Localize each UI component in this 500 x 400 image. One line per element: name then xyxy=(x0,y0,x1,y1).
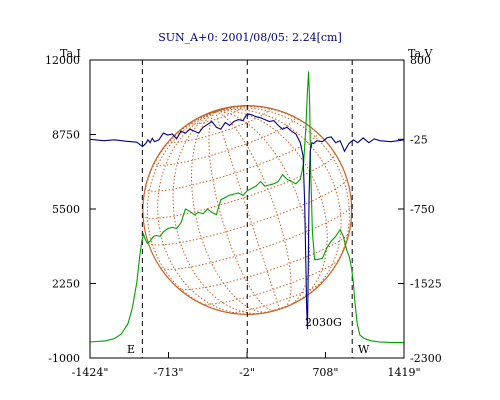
longitude-line xyxy=(215,107,350,280)
longitude-line xyxy=(146,111,225,313)
longitude-line xyxy=(172,111,265,314)
x-tick-label: 1419" xyxy=(387,366,420,379)
latitude-line xyxy=(142,152,336,219)
longitude-line xyxy=(157,111,255,315)
right-tick-label: -1525 xyxy=(410,278,442,291)
right-axis-label: Ta,V xyxy=(408,47,434,60)
right-tick-label: -2300 xyxy=(410,352,442,365)
x-tick-label: 708" xyxy=(312,366,338,379)
axis-ticks: 12000 8750 5500 2250 -1000 800 -25 -750 -1525 -23… xyxy=(45,54,442,379)
intensity-series-line xyxy=(89,71,405,344)
left-tick-label: 2250 xyxy=(52,278,80,291)
data-series xyxy=(89,71,405,344)
latitude-line xyxy=(177,232,350,290)
left-tick-label: 8750 xyxy=(52,129,80,142)
position-markers xyxy=(141,60,353,358)
left-tick-label: -1000 xyxy=(48,352,80,365)
latitude-line xyxy=(228,281,324,314)
left-axis-label: Ta,I xyxy=(60,47,81,60)
latitude-line xyxy=(153,116,296,166)
x-tick-label: -1424" xyxy=(72,366,109,379)
west-limb-label: W xyxy=(358,343,370,356)
longitude-line xyxy=(215,111,292,308)
right-tick-label: 800 xyxy=(410,54,431,67)
right-tick-label: -750 xyxy=(410,203,435,216)
latitude-line xyxy=(160,205,352,270)
longitude-line xyxy=(215,108,342,300)
longitude-line xyxy=(190,111,270,313)
left-tick-label: 5500 xyxy=(52,203,80,216)
longitude-line xyxy=(215,111,311,306)
polarization-series-line xyxy=(89,113,405,330)
source-annotation: 2030G xyxy=(305,316,342,329)
east-limb-label: E xyxy=(127,343,135,356)
x-tick-label: -713" xyxy=(154,366,184,379)
latitude-line xyxy=(257,299,301,315)
left-tick-label: 12000 xyxy=(45,54,80,67)
x-tick-label: -2" xyxy=(239,366,255,379)
right-tick-label: -25 xyxy=(410,133,428,146)
latitude-line xyxy=(147,178,348,246)
chart-title: SUN_A+0: 2001/08/05: 2.24[cm] xyxy=(158,31,342,44)
longitude-line xyxy=(208,111,275,312)
longitude-line xyxy=(215,110,328,304)
